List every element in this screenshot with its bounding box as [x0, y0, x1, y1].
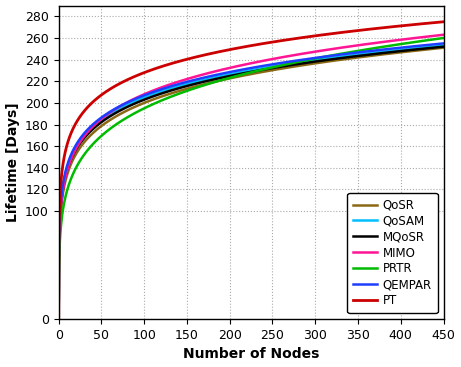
PT — [76, 117, 81, 121]
QEMPAR — [76, 139, 81, 143]
MIMO — [76, 142, 81, 147]
PRTR — [359, 48, 365, 52]
QEMPAR — [441, 41, 446, 46]
QoSAM — [359, 52, 365, 57]
PRTR — [76, 161, 81, 166]
Line: MQoSR: MQoSR — [59, 47, 443, 319]
QEMPAR — [233, 69, 238, 73]
PRTR — [233, 74, 238, 79]
QoSR — [429, 47, 435, 51]
MQoSR — [441, 44, 446, 49]
QoSAM — [429, 44, 435, 49]
PRTR — [441, 36, 446, 40]
PT — [441, 19, 446, 24]
Legend: QoSR, QoSAM, MQoSR, MIMO, PRTR, QEMPAR, PT: QoSR, QoSAM, MQoSR, MIMO, PRTR, QEMPAR, … — [347, 193, 437, 313]
Line: MIMO: MIMO — [59, 35, 443, 319]
QEMPAR — [359, 50, 365, 54]
QoSR — [233, 75, 238, 79]
MQoSR — [233, 73, 238, 77]
MQoSR — [56, 317, 61, 321]
PT — [359, 28, 365, 32]
PT — [429, 21, 435, 25]
MIMO — [56, 317, 61, 321]
MIMO — [429, 34, 435, 38]
Y-axis label: Lifetime [Days]: Lifetime [Days] — [6, 102, 19, 222]
PT — [430, 21, 435, 25]
QoSAM — [441, 43, 446, 48]
QoSR — [441, 46, 446, 50]
QoSR — [243, 73, 248, 77]
MQoSR — [429, 46, 435, 50]
Line: PT: PT — [59, 22, 443, 319]
QEMPAR — [429, 42, 435, 47]
PT — [56, 317, 61, 321]
QEMPAR — [56, 317, 61, 321]
PRTR — [56, 317, 61, 321]
MQoSR — [76, 143, 81, 148]
MQoSR — [359, 53, 365, 58]
QoSR — [359, 55, 365, 59]
QoSAM — [430, 44, 435, 49]
PRTR — [243, 72, 248, 76]
MIMO — [243, 62, 248, 66]
QoSAM — [76, 141, 81, 145]
MQoSR — [430, 46, 435, 50]
Line: QoSR: QoSR — [59, 48, 443, 319]
QoSR — [56, 317, 61, 321]
QoSAM — [56, 317, 61, 321]
MIMO — [359, 43, 365, 47]
PT — [233, 46, 238, 51]
X-axis label: Number of Nodes: Number of Nodes — [183, 348, 319, 361]
MIMO — [233, 64, 238, 69]
MIMO — [430, 34, 435, 38]
QEMPAR — [243, 67, 248, 71]
QoSAM — [233, 71, 238, 75]
PRTR — [429, 37, 435, 42]
Line: QEMPAR: QEMPAR — [59, 43, 443, 319]
MQoSR — [243, 70, 248, 75]
Line: QoSAM: QoSAM — [59, 46, 443, 319]
Line: PRTR: PRTR — [59, 38, 443, 319]
PRTR — [430, 37, 435, 42]
QEMPAR — [430, 42, 435, 47]
QoSR — [76, 148, 81, 152]
PT — [243, 44, 248, 49]
QoSR — [430, 47, 435, 51]
QoSAM — [243, 69, 248, 73]
MIMO — [441, 33, 446, 37]
